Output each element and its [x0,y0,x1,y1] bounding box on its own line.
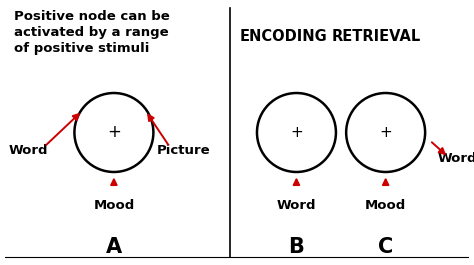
Ellipse shape [74,93,154,172]
Ellipse shape [257,93,336,172]
Text: Picture: Picture [157,144,210,157]
Text: Mood: Mood [365,199,406,212]
Text: B: B [289,237,304,257]
Text: +: + [107,123,121,142]
Text: Positive node can be
activated by a range
of positive stimuli: Positive node can be activated by a rang… [14,10,170,55]
Text: A: A [106,237,122,257]
Text: Word: Word [438,152,474,165]
Text: Word: Word [8,144,48,157]
Text: +: + [290,125,303,140]
Ellipse shape [346,93,425,172]
Text: +: + [379,125,392,140]
Text: ENCODING: ENCODING [239,29,328,44]
Text: Word: Word [277,199,316,212]
Text: Mood: Mood [93,199,135,212]
Text: RETRIEVAL: RETRIEVAL [332,29,421,44]
Text: C: C [378,237,393,257]
